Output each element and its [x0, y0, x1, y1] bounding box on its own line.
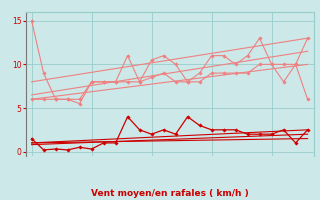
Text: Vent moyen/en rafales ( km/h ): Vent moyen/en rafales ( km/h ) — [91, 189, 248, 198]
